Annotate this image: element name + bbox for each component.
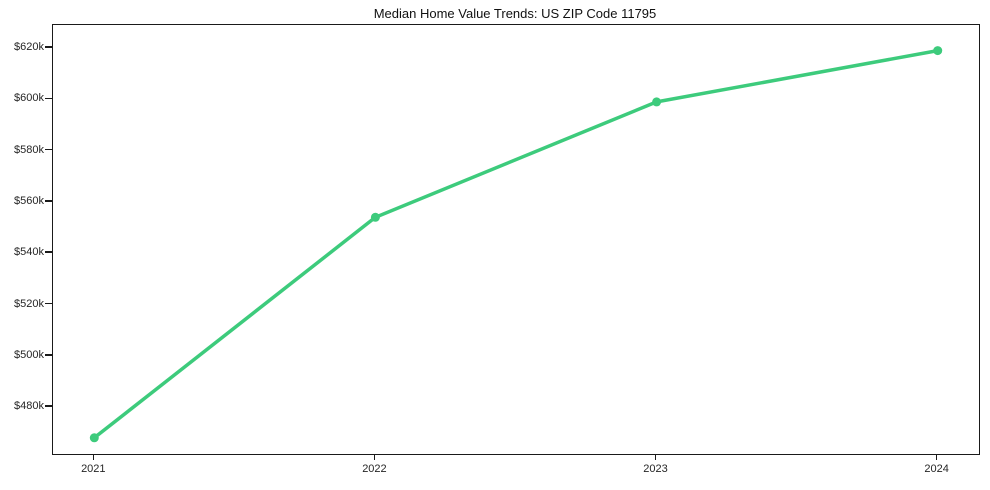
x-tick-mark xyxy=(92,454,95,460)
y-tick-mark xyxy=(45,200,52,202)
x-tick-label: 2021 xyxy=(81,463,106,475)
y-tick-label: $620k xyxy=(14,41,44,54)
plot-area xyxy=(52,24,980,455)
x-tick-mark xyxy=(373,454,376,460)
x-tick-mark xyxy=(935,454,938,460)
y-tick-mark xyxy=(45,405,52,407)
trend-line xyxy=(92,48,940,440)
y-tick-mark xyxy=(45,251,52,253)
data-point-2022 xyxy=(370,212,380,222)
y-tick-mark xyxy=(45,46,52,48)
y-tick-mark xyxy=(45,148,52,151)
x-tick-mark xyxy=(654,454,657,460)
y-tick-mark xyxy=(45,302,52,305)
y-tick-label: $560k xyxy=(14,194,44,207)
y-tick-label: $580k xyxy=(14,143,44,156)
data-point-2023 xyxy=(652,97,662,107)
y-tick-label: $540k xyxy=(14,246,44,259)
y-tick-label: $500k xyxy=(14,348,44,361)
x-tick-label: 2023 xyxy=(643,463,668,475)
y-tick-label: $480k xyxy=(14,400,44,413)
x-tick-label: 2024 xyxy=(924,463,949,475)
y-tick-mark xyxy=(45,97,52,100)
data-point-2024 xyxy=(933,46,943,56)
x-tick-label: 2022 xyxy=(362,463,387,475)
line-chart-canvas xyxy=(89,46,943,443)
y-tick-label: $520k xyxy=(14,297,44,310)
y-tick-mark xyxy=(45,354,52,356)
data-point-2021 xyxy=(89,433,99,443)
chart-title: Median Home Value Trends: US ZIP Code 11… xyxy=(373,6,657,21)
y-tick-label: $600k xyxy=(14,92,44,105)
